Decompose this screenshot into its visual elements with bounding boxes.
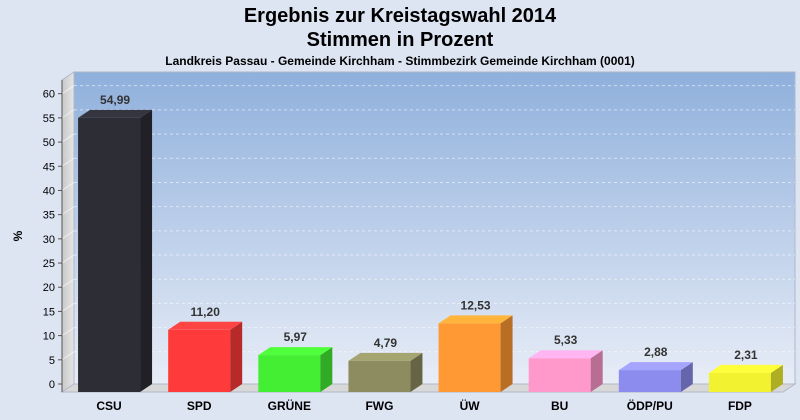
bar-side [410,352,423,392]
grid-line-side [61,109,75,119]
bar-front [168,329,231,392]
y-tick-label: 15 [43,306,55,318]
bar-front [258,355,321,392]
grid-line-side [61,182,75,191]
y-tick-label: 5 [49,355,55,367]
grid-line-side [61,133,75,143]
bar-csu [78,109,153,392]
bar-side [140,109,153,392]
y-tick-label: 40 [43,185,55,197]
bar-side [770,364,783,392]
bar-top [618,362,693,371]
x-axis-labels: CSU SPD GRÜNE FWG ÜW BU ÖDP/PU FDP [96,398,752,413]
grid-line-side [61,157,75,167]
grid-line-side [61,254,75,264]
y-axis-ticks: 0 5 10 15 20 25 30 35 40 45 50 55 60 [43,80,63,392]
x-tick-label: FDP [728,399,752,413]
y-tick-label: 55 [43,113,55,125]
grid-line-side [61,351,75,361]
y-tick-label: 25 [43,258,55,270]
bar-top [348,352,423,361]
y-tick-label: 45 [43,161,55,173]
bar-fwg [348,352,423,392]
y-tick-label: 35 [43,210,55,222]
grid-line-side [61,278,75,288]
bar-top [168,321,243,330]
y-tick-label: 50 [43,137,55,149]
bar-value-label: 4,79 [374,336,398,350]
bar-grüne [258,347,333,392]
bar-value-label: 12,53 [461,298,491,312]
bar-front [348,360,411,392]
bar-side [500,315,513,392]
x-tick-label: BU [551,399,568,413]
bar-top [708,364,783,373]
bar-front [708,372,771,392]
bar-top [78,109,153,118]
x-tick-label: CSU [96,399,121,413]
bar-value-label: 2,31 [734,348,758,362]
bar-spd [168,321,243,392]
bar-value-label: 54,99 [100,93,130,107]
bars: 54,99 11,20 5,97 4,79 12,53 5,33 2,88 2,31 [78,93,783,392]
x-tick-label: FWG [365,399,393,413]
bar-side [320,347,333,392]
bar-front [438,323,501,392]
grid-line-side [61,303,75,312]
bar-front [618,370,681,392]
bar-top [438,315,513,324]
x-tick-label: ÜW [460,398,481,413]
bar-side [230,321,243,392]
y-axis-label: % [11,230,25,241]
bar-value-label: 11,20 [191,305,221,319]
chart-title-line2: Stimmen in Prozent [307,29,494,51]
grid-line-side [61,327,75,337]
x-tick-label: SPD [187,399,212,413]
bar-front [528,358,591,392]
bar-top [528,350,603,359]
bar-front [78,117,141,392]
bar-side [590,350,603,392]
bar-value-label: 5,97 [284,330,308,344]
y-tick-label: 0 [49,379,55,391]
y-tick-label: 20 [43,282,55,294]
bar-fdp [708,364,783,392]
bar-üw [438,315,513,392]
bar-value-label: 2,88 [644,345,668,359]
x-tick-label: ÖDP/PU [627,398,673,413]
y-tick-label: 60 [43,89,55,101]
bar-ödp-pu [618,362,693,392]
grid-line-side [61,230,75,240]
grid-line-side [61,85,75,95]
bar-side [680,362,693,392]
chart-title: Ergebnis zur Kreistagswahl 2014 [244,5,557,27]
bar-value-label: 5,33 [554,333,578,347]
grid-line-side [61,206,75,216]
bar-top [258,347,333,356]
y-tick-label: 30 [43,234,55,246]
x-tick-label: GRÜNE [268,398,311,413]
bar-bu [528,350,603,392]
chart-subtitle: Landkreis Passau - Gemeinde Kirchham - S… [165,54,635,68]
y-tick-label: 10 [43,331,55,343]
